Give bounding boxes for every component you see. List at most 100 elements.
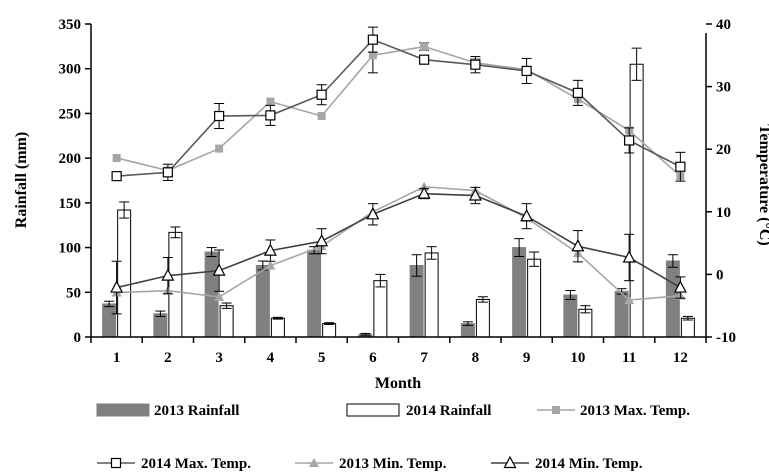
- legend: 2013 Rainfall 2014 Rainfall 2013 Max. Temp…: [96, 403, 690, 472]
- temperature-point: [417, 186, 431, 199]
- temperature-point: [572, 87, 583, 98]
- temperature-line: [116, 38, 681, 177]
- rainfall-bar: [322, 323, 337, 338]
- temperature-point: [367, 34, 378, 45]
- rainfall-bar: [153, 313, 168, 338]
- rainfall-bar: [102, 303, 117, 338]
- rainfall-bar: [307, 249, 322, 338]
- temperature-point: [366, 207, 380, 220]
- temperature-point: [571, 238, 585, 252]
- x-tick-label: 6: [369, 350, 377, 366]
- x-tick-label: 11: [622, 350, 636, 366]
- left-tick-label: 250: [59, 106, 82, 122]
- rainfall-bar: [219, 305, 234, 338]
- temperature-point: [624, 295, 635, 305]
- temperature-point: [368, 51, 377, 60]
- right-tick-label: 40: [716, 17, 731, 33]
- temperature-point: [215, 144, 224, 153]
- rainfall-bar: [168, 231, 183, 338]
- temperature-point: [624, 135, 635, 146]
- rainfall-bars: [102, 47, 695, 338]
- left-tick-label: 100: [59, 241, 82, 257]
- legend-marker: [503, 455, 517, 469]
- x-tick-label: 12: [673, 350, 688, 366]
- legend-label: 2014 Max. Temp.: [141, 456, 251, 472]
- legend-label: 2014 Min. Temp.: [535, 456, 643, 472]
- rainfall-bar: [117, 209, 132, 338]
- legend-label: 2013 Rainfall: [154, 403, 239, 419]
- right-tick-label: -10: [716, 330, 736, 346]
- temperature-point: [162, 167, 173, 178]
- temperature-point: [315, 233, 329, 247]
- rainfall-bar: [270, 317, 285, 338]
- rainfall-bar: [578, 308, 593, 338]
- right-tick-label: 0: [716, 267, 724, 283]
- temperature-point: [112, 153, 121, 162]
- right-tick-label: 10: [716, 205, 731, 221]
- temperature-point: [521, 65, 532, 77]
- x-tick-label: 2: [164, 350, 172, 366]
- left-tick-label: 150: [59, 196, 82, 212]
- axes: [90, 24, 707, 338]
- temperature-point: [214, 110, 225, 122]
- left-tick-label: 350: [59, 17, 82, 33]
- temperature-point: [673, 280, 687, 293]
- temperature-point: [520, 208, 534, 222]
- x-tick-label: 4: [267, 350, 275, 366]
- rainfall-bar: [563, 294, 578, 338]
- rainfall-bar: [527, 258, 542, 338]
- x-tick-label: 9: [523, 350, 531, 366]
- temperature-point: [675, 161, 686, 172]
- rainfall-bar: [204, 251, 219, 338]
- temperature-line: [116, 45, 681, 177]
- right-tick-label: 30: [716, 80, 731, 96]
- temperature-point: [420, 42, 429, 51]
- temperature-point: [265, 260, 276, 270]
- x-tick-label: 10: [570, 350, 585, 366]
- temperature-point: [266, 97, 275, 106]
- temperature-point: [419, 54, 430, 65]
- left-tick-label: 300: [59, 62, 82, 78]
- rainfall-bar: [373, 280, 388, 338]
- temperature-point: [111, 171, 122, 182]
- x-tick-label: 1: [113, 350, 121, 366]
- temperature-point: [468, 188, 482, 201]
- temperature-line: [116, 192, 681, 289]
- temperature-point: [161, 268, 175, 281]
- temperature-point: [470, 59, 481, 70]
- temperature-point: [317, 112, 326, 121]
- right-tick-label: 20: [716, 142, 731, 158]
- temperature-point: [110, 280, 124, 293]
- left-tick-label: 50: [66, 285, 81, 301]
- legend-swatch: [96, 403, 150, 417]
- legend-marker: [552, 406, 560, 414]
- legend-label: 2013 Min. Temp.: [339, 456, 447, 472]
- legend-marker: [110, 457, 122, 469]
- legend-label: 2013 Max. Temp.: [580, 403, 690, 419]
- temperature-point: [265, 110, 276, 121]
- rainfall-bar: [680, 317, 695, 338]
- right-axis-title: Temperature (°C): [756, 124, 769, 245]
- temperature-lines: [110, 26, 687, 315]
- rainfall-bar: [255, 264, 270, 338]
- legend-label: 2014 Rainfall: [406, 403, 491, 419]
- x-axis-title: Month: [375, 375, 421, 392]
- x-tick-label: 3: [215, 350, 223, 366]
- left-tick-label: 0: [74, 330, 82, 346]
- rainfall-bar: [424, 252, 439, 338]
- left-tick-label: 200: [59, 151, 82, 167]
- temperature-point: [212, 263, 226, 276]
- left-axis-title: Rainfall (mm): [13, 132, 30, 228]
- temperature-line: [116, 185, 681, 301]
- x-tick-label: 7: [420, 350, 428, 366]
- legend-swatch: [346, 403, 400, 417]
- temperature-point: [263, 243, 277, 256]
- temperature-point: [214, 291, 225, 301]
- rainfall-bar: [475, 298, 490, 338]
- temperature-point: [316, 89, 327, 100]
- x-tick-label: 5: [318, 350, 326, 366]
- rainfall-bar: [629, 63, 644, 338]
- legend-marker: [309, 458, 319, 467]
